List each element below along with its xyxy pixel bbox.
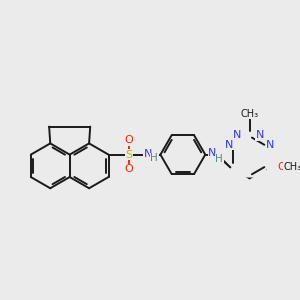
- Text: N: N: [266, 140, 275, 150]
- Text: N: N: [208, 148, 217, 158]
- Text: H: H: [151, 153, 158, 163]
- Text: CH₃: CH₃: [241, 109, 259, 118]
- Text: O: O: [278, 162, 286, 172]
- Text: N: N: [256, 130, 264, 140]
- Text: O: O: [124, 135, 133, 145]
- Text: O: O: [124, 164, 133, 174]
- Text: CH₃: CH₃: [283, 162, 300, 172]
- Text: H: H: [215, 154, 223, 164]
- Text: N: N: [225, 140, 233, 150]
- Polygon shape: [226, 135, 271, 174]
- Text: N: N: [233, 130, 242, 140]
- Text: N: N: [144, 148, 152, 159]
- Text: S: S: [125, 150, 132, 160]
